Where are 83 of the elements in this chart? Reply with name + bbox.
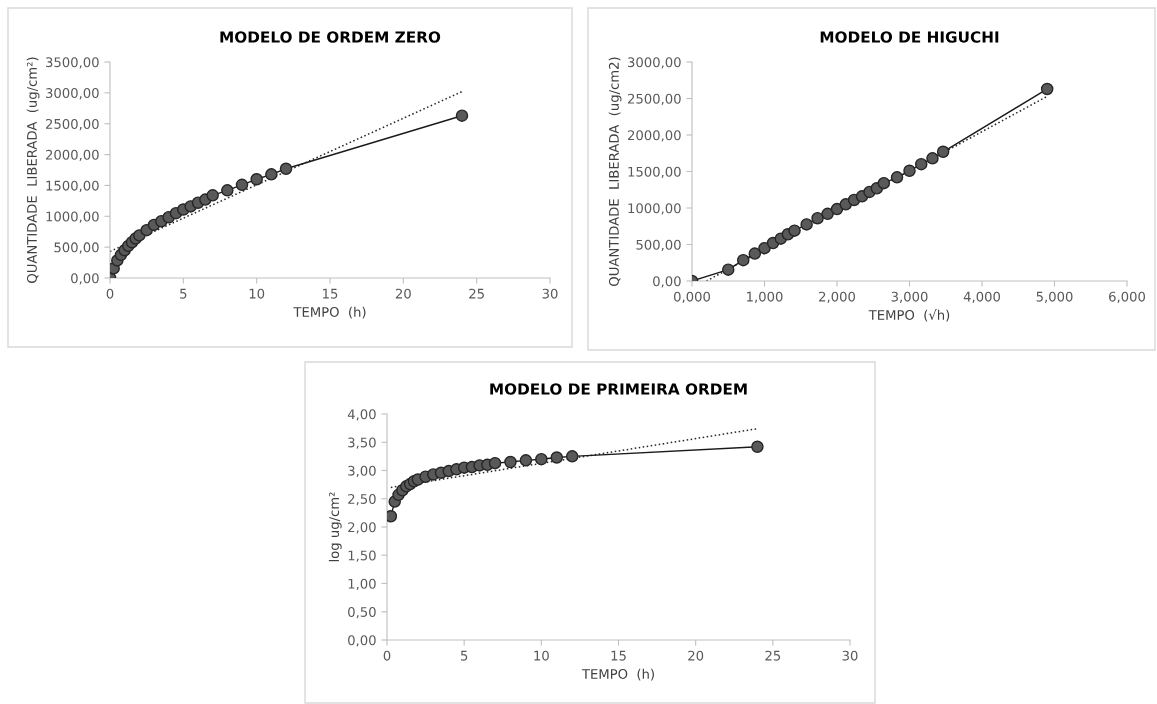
point [788, 224, 801, 237]
y-tick-label: 2500,00 [45, 118, 99, 131]
x-tick-label: 5 [460, 650, 468, 661]
y-tick-label: 3500,00 [46, 57, 99, 69]
point [936, 145, 950, 159]
y-tick-label: 2000,00 [45, 149, 99, 162]
point [751, 440, 764, 454]
point [206, 189, 219, 202]
point [821, 207, 834, 221]
y-tick-label: 4,00 [347, 409, 376, 421]
x-tick-label: 30 [542, 288, 558, 299]
x-tick-label: 15 [323, 288, 338, 299]
y-tick-label: 3,00 [348, 465, 376, 478]
x-tick-label: 6,000 [1109, 291, 1146, 303]
point [250, 173, 263, 186]
x-axis-title: TEMPO (h) [293, 306, 366, 319]
y-axis-title: log ug/cm² [328, 492, 342, 562]
y-tick-label: 1,50 [348, 550, 376, 562]
y-axis-title: QUANTIDADE LIBERADA (ug/cm²) [26, 57, 40, 283]
point [519, 454, 533, 467]
point [737, 253, 750, 267]
x-tick-label: 10 [249, 288, 265, 299]
point [488, 456, 502, 470]
point [748, 247, 762, 260]
y-tick-label: 1,00 [348, 578, 376, 591]
y-tick-label: 1000,00 [46, 211, 99, 223]
chart-title: MODELO DE ORDEM ZERO [220, 31, 441, 43]
point [535, 452, 548, 466]
x-tick-label: 4,000 [963, 291, 1001, 303]
y-tick-label: 3000,00 [628, 57, 681, 69]
x-tick-label: 15 [611, 650, 626, 661]
x-tick-label: 20 [395, 288, 411, 299]
x-tick-label: 2,000 [819, 291, 856, 303]
chart-title: MODELO DE HIGUCHI [820, 31, 999, 43]
point [721, 263, 735, 276]
x-axis-title: TEMPO (√h) [868, 309, 950, 322]
point [235, 178, 249, 192]
point [387, 510, 398, 523]
y-tick-label: 0,00 [348, 635, 376, 647]
y-tick-label: 2,00 [348, 522, 376, 534]
chart-title: MODELO DE PRIMEIRA ORDEM [490, 383, 747, 395]
x-tick-label: 1,000 [747, 291, 783, 303]
x-axis-title: TEMPO (h) [581, 668, 654, 681]
point [550, 451, 564, 464]
point [890, 171, 904, 184]
point [811, 211, 824, 225]
y-tick-label: 3000,00 [46, 88, 99, 100]
point [1040, 82, 1054, 96]
point [903, 164, 916, 178]
point [455, 109, 469, 122]
x-tick-label: 25 [765, 650, 781, 661]
y-tick-label: 0,50 [348, 606, 376, 619]
x-tick-label: 0 [106, 288, 114, 299]
y-tick-label: 500,00 [636, 239, 681, 252]
point [265, 168, 278, 181]
y-tick-label: 500,00 [54, 242, 99, 254]
x-tick-label: 30 [842, 650, 858, 661]
point [565, 450, 579, 463]
x-tick-label: 0 [383, 650, 391, 661]
y-tick-label: 2500,00 [627, 93, 681, 106]
y-tick-label: 1500,00 [46, 180, 99, 192]
y-tick-label: 3,50 [348, 437, 376, 449]
y-tick-label: 2000,00 [627, 130, 681, 142]
x-tick-label: 25 [469, 288, 484, 299]
x-tick-label: 0,000 [673, 291, 711, 303]
point [877, 176, 891, 190]
x-tick-label: 20 [688, 650, 704, 661]
point [504, 455, 517, 469]
y-tick-label: 1000,00 [628, 203, 681, 215]
y-tick-label: 0,00 [653, 276, 681, 288]
x-tick-label: 5 [180, 288, 187, 299]
point [914, 157, 928, 171]
point [279, 162, 293, 176]
point [800, 218, 813, 231]
y-tick-label: 0,00 [71, 273, 99, 285]
y-tick-label: 1500,00 [628, 166, 681, 179]
y-tick-label: 2,50 [348, 493, 376, 506]
x-tick-label: 5,000 [1036, 291, 1073, 303]
y-axis-title: QUANTIDADE LIBERADA (ug/cm2) [608, 57, 622, 286]
point [221, 184, 234, 197]
point [926, 152, 939, 165]
x-tick-label: 3,000 [891, 291, 928, 303]
x-tick-label: 10 [534, 650, 549, 661]
